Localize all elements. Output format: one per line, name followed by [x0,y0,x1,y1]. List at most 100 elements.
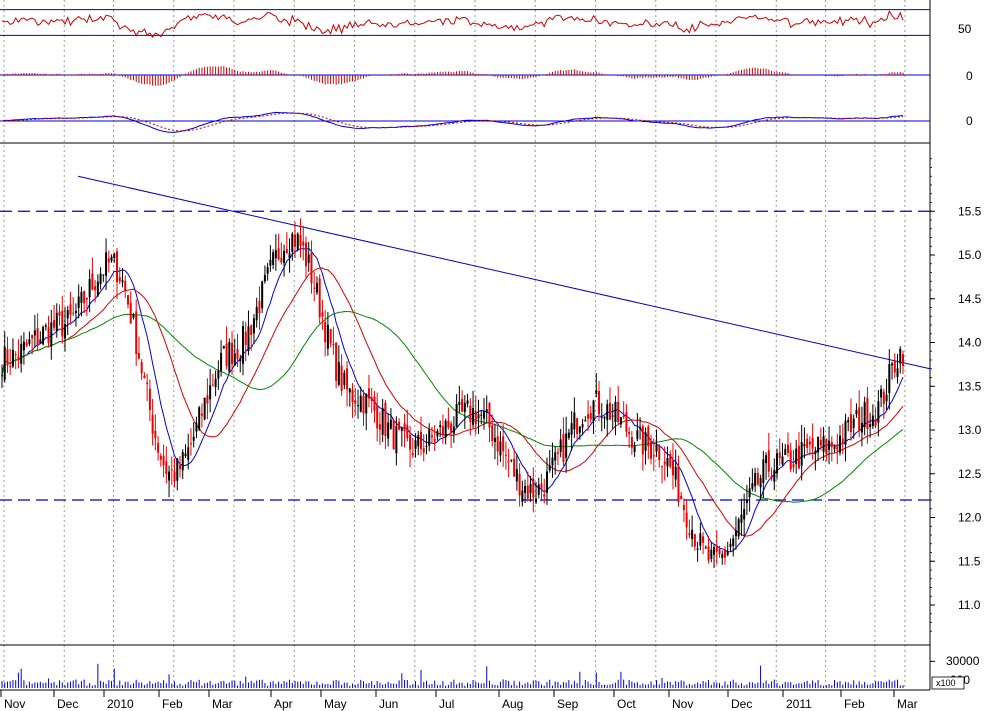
candle-body [819,440,822,446]
candle-body [472,408,475,425]
candle-body [510,459,513,461]
candle-body [825,438,828,455]
candle-body [792,464,795,468]
candle-body [502,436,505,452]
candle-body [252,318,255,334]
candle-body [587,414,590,419]
candle-body [598,391,601,415]
candle-body [110,256,113,261]
candle-body [551,457,554,466]
candle-body [858,407,861,431]
candle-body [729,543,732,547]
candle-body [841,438,844,444]
candle-body [367,388,370,399]
price-axis-ticks: 15.5 15.0 14.5 14.0 13.5 13.0 12.5 12.0 11.5 11.0 [930,158,982,632]
price-tick-label: 12.5 [958,467,982,481]
candle-body [469,405,472,422]
candle-body [22,341,25,351]
candle-body [96,281,99,296]
candle-body [439,425,442,428]
price-tick-label: 14.5 [958,292,982,306]
candle-body [567,432,570,438]
candle-body [165,461,168,474]
candle-body [882,391,885,405]
candle-body [548,465,551,471]
candle-body [545,471,548,493]
x-tick-label-jun: Jun [379,697,398,711]
candle-body [485,409,488,413]
candle-body [195,423,198,432]
candle-body [833,446,836,449]
candle-body [784,448,787,455]
candle-body [135,311,138,355]
candle-body [822,436,825,452]
candle-body [647,426,650,447]
candle-body [389,419,392,429]
candle-body [611,415,614,417]
candle-body [849,414,852,433]
candle-body [154,430,157,439]
candle-body [343,372,346,385]
candle-body [721,554,724,558]
candle-body [786,444,789,453]
candle-body [455,404,458,428]
candle-body [789,450,792,470]
candle-body [493,437,496,442]
vertical-gridlines [3,0,906,690]
candle-body [797,445,800,469]
candle-body [220,352,223,371]
candle-body [778,452,781,459]
candle-body [650,441,653,459]
candle-body [124,281,127,292]
candle-body [893,361,896,373]
candle-body [521,490,524,502]
candle-body [806,438,809,448]
candle-body [674,466,677,480]
candle-body [726,551,729,555]
candle-body [157,442,160,453]
candle-body [17,356,20,359]
candle-body [392,420,395,450]
candle-body [491,425,494,441]
candle-body [302,241,305,246]
candle-body [891,363,894,366]
candle-body [231,342,234,365]
candle-body [400,427,403,431]
candle-body [315,282,318,293]
x-tick-label-2010: 2010 [107,697,134,711]
candle-body [283,250,286,264]
candle-body [11,349,14,367]
candle-body [126,295,129,305]
candle-body [354,400,357,404]
candle-body [839,435,842,453]
candle-body [55,312,58,331]
candle-body [641,425,644,455]
candle-body [688,533,691,535]
candle-body [447,420,450,428]
candle-body [710,549,713,559]
candle-body [198,407,201,430]
candle-body [113,253,116,258]
candle-body [168,471,171,481]
candle-body [669,453,672,467]
candle-body [745,499,748,504]
candle-body [680,495,683,500]
candle-body [743,509,746,520]
candle-body [803,444,806,447]
candle-body [526,485,529,499]
candle-body [696,548,699,550]
macd-signal-line [1,112,904,132]
candle-body [280,257,283,263]
candle-body [636,430,639,440]
candle-body [33,330,36,336]
price-tick-label: 11.5 [958,554,981,568]
candle-body [441,426,444,436]
candle-body [828,440,831,450]
candle-body [28,339,31,345]
price-tick-label: 14.0 [958,336,982,350]
candle-body [707,546,710,561]
candle-body [830,442,833,447]
candle-body [31,334,34,339]
candle-body [414,440,417,449]
candle-body [6,348,9,366]
